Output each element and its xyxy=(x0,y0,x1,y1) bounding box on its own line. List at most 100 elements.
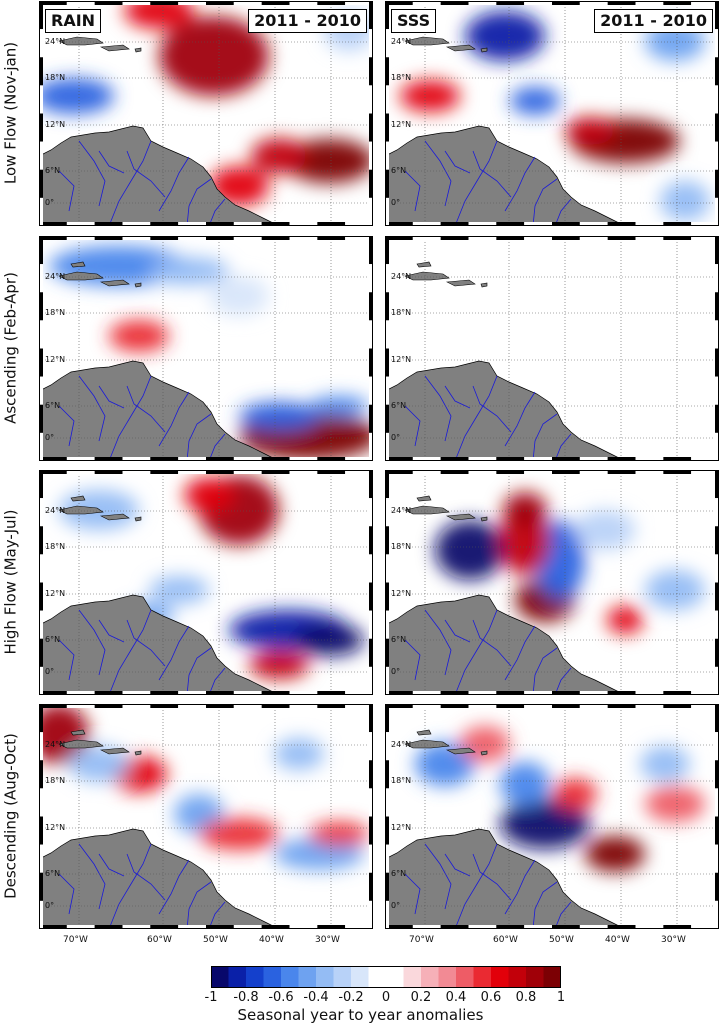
river-network xyxy=(454,375,498,461)
map-svg xyxy=(39,1,373,226)
river-network xyxy=(532,178,558,226)
map-panel: RAIN 2011 - 2010 24°N 18°N 12°N 6°N 0° xyxy=(39,1,373,226)
caribbean-island xyxy=(480,750,488,756)
latitude-tick-label: 0° xyxy=(45,667,55,676)
colorbar-tick-label: -0.4 xyxy=(303,990,329,1005)
anomaly-field xyxy=(435,492,705,634)
colorbar-swatch xyxy=(246,966,264,988)
positive-anomaly xyxy=(400,80,460,112)
map-panel: 24°N 18°N 12°N 6°N 0° xyxy=(385,236,719,461)
river-network xyxy=(208,901,226,929)
latitude-tick-label: 18°N xyxy=(391,73,412,82)
longitude-tick-label: 40°W xyxy=(605,935,630,945)
river-network xyxy=(444,150,471,174)
negative-anomaly xyxy=(500,762,550,806)
colorbar-swatch xyxy=(421,966,439,988)
map-frame xyxy=(385,704,719,929)
latitude-tick-label: 24°N xyxy=(391,506,412,515)
longitude-tick-label: 60°W xyxy=(147,935,172,945)
caribbean-island xyxy=(99,279,130,287)
negative-anomaly xyxy=(645,570,705,610)
colorbar-swatch xyxy=(281,966,299,988)
positive-anomaly xyxy=(645,786,705,822)
river-network xyxy=(126,619,166,667)
latitude-tick-label: 0° xyxy=(45,198,55,207)
map-frame xyxy=(385,1,719,226)
caribbean-island xyxy=(58,739,104,749)
longitude-tick-label: 70°W xyxy=(63,935,88,945)
caribbean-island xyxy=(134,282,142,288)
latitude-tick-label: 18°N xyxy=(391,542,412,551)
colorbar-tick-label: 0 xyxy=(381,990,391,1005)
caribbean-island xyxy=(134,750,142,756)
latitude-tick-label: 0° xyxy=(391,433,401,442)
negative-anomaly xyxy=(510,87,560,115)
anomaly-field xyxy=(49,246,373,460)
colorbar-swatch xyxy=(333,966,352,988)
river-network xyxy=(208,433,226,461)
positive-anomaly xyxy=(284,139,373,183)
caribbean-island xyxy=(480,516,488,522)
colorbar-swatch xyxy=(351,966,369,988)
colorbar-swatch xyxy=(316,966,334,988)
map-svg xyxy=(385,704,719,929)
map-panel: 24°N 18°N 12°N 6°N 0° xyxy=(39,236,373,461)
colorbar-swatch xyxy=(473,966,492,988)
negative-anomaly xyxy=(39,78,114,114)
longitude-tick-label: 40°W xyxy=(259,935,284,945)
latitude-tick-label: 12°N xyxy=(391,120,412,129)
negative-anomaly xyxy=(660,181,710,221)
latitude-tick-label: 0° xyxy=(391,198,401,207)
river-network xyxy=(504,391,536,447)
positive-anomaly xyxy=(39,704,89,764)
latitude-tick-label: 12°N xyxy=(391,589,412,598)
latitude-tick-label: 24°N xyxy=(391,272,412,281)
river-network xyxy=(444,853,471,877)
colorbar-tick-label: -1 xyxy=(204,990,218,1005)
river-network xyxy=(186,881,212,929)
map-frame xyxy=(385,470,719,695)
latitude-tick-label: 12°N xyxy=(45,589,66,598)
longitude-tick-label: 50°W xyxy=(203,935,228,945)
river-network xyxy=(504,156,536,212)
colorbar-swatch xyxy=(368,966,387,988)
latitude-tick-label: 24°N xyxy=(45,272,66,281)
latitude-tick-label: 18°N xyxy=(391,776,412,785)
map-frame xyxy=(39,236,373,461)
longitude-tick-label: 60°W xyxy=(493,935,518,945)
river-network xyxy=(454,843,498,929)
negative-anomaly xyxy=(575,510,635,550)
caribbean-island xyxy=(99,513,130,521)
caribbean-island xyxy=(416,261,432,268)
river-network xyxy=(158,625,190,681)
river-network xyxy=(208,198,226,226)
river-network xyxy=(404,405,421,447)
caribbean-island xyxy=(99,747,130,755)
river-network xyxy=(554,667,572,695)
latitude-tick-label: 18°N xyxy=(45,308,66,317)
colorbar-title: Seasonal year to year anomalies xyxy=(237,1006,484,1024)
latitude-tick-label: 12°N xyxy=(391,823,412,832)
positive-anomaly xyxy=(585,836,645,872)
caribbean-island xyxy=(404,271,450,281)
colorbar-swatch xyxy=(263,966,282,988)
map-svg xyxy=(39,470,373,695)
positive-anomaly xyxy=(199,818,279,850)
latitude-tick-label: 18°N xyxy=(45,542,66,551)
river-network xyxy=(126,853,166,901)
latitude-tick-label: 6°N xyxy=(391,166,407,175)
colorbar-swatch xyxy=(298,966,317,988)
latitude-tick-label: 18°N xyxy=(45,73,66,82)
colorbar-tick-label: 0.8 xyxy=(515,990,537,1005)
latitude-tick-label: 6°N xyxy=(391,869,407,878)
negative-anomaly xyxy=(149,576,209,604)
caribbean-island xyxy=(416,729,432,736)
latitude-tick-label: 6°N xyxy=(45,635,61,644)
latitude-tick-label: 12°N xyxy=(391,355,412,364)
river-network xyxy=(158,391,190,447)
map-svg xyxy=(385,236,719,461)
colorbar-swatch xyxy=(211,966,229,988)
colorbar xyxy=(211,966,561,988)
positive-anomaly xyxy=(251,138,307,174)
latitude-tick-label: 0° xyxy=(391,667,401,676)
